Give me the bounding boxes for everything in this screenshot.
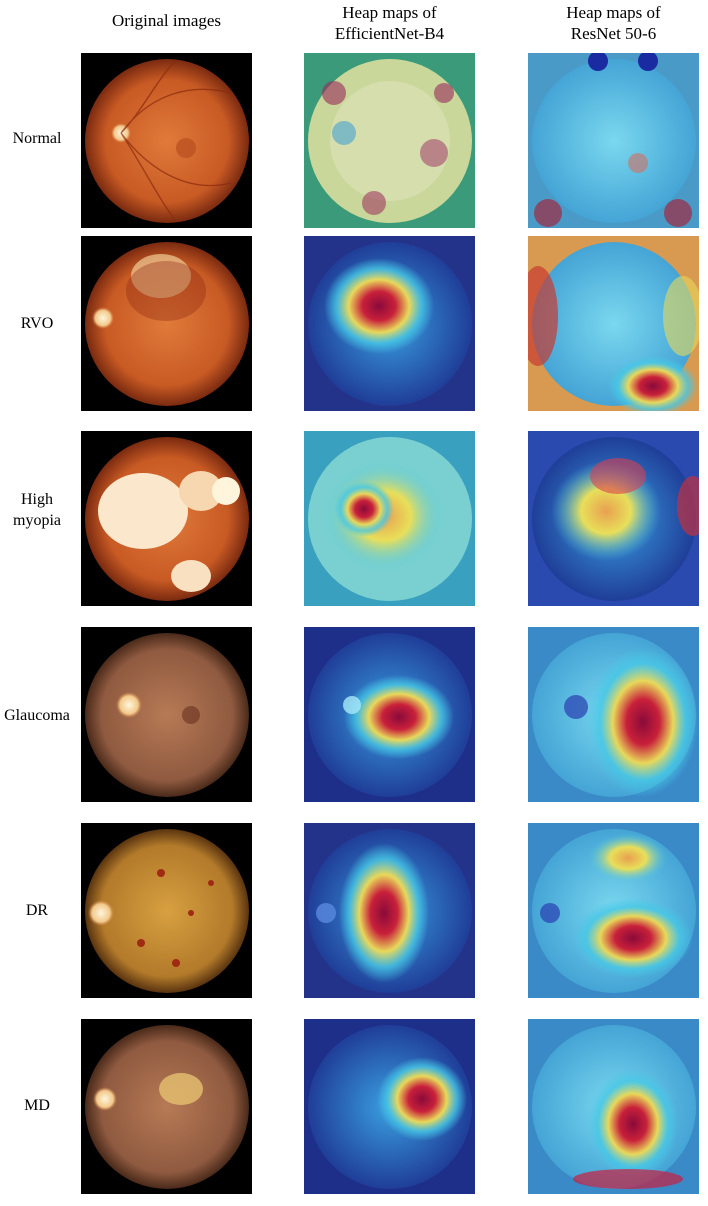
row-label-normal: Normal — [12, 130, 62, 147]
heatmap-resnet-glaucoma — [528, 627, 699, 802]
row-label-glaucoma: Glaucoma — [4, 707, 70, 724]
heatmap-efficientnet-md — [304, 1019, 475, 1194]
row-label-high-myopia-line1: High — [21, 491, 53, 508]
heatmap-efficientnet-rvo — [304, 236, 475, 411]
header-efficientnet: Heap maps of EfficientNet-B4 — [294, 2, 485, 44]
original-image-rvo — [81, 236, 252, 411]
header-efficientnet-line1: Heap maps of — [342, 3, 437, 22]
original-image-high-myopia — [81, 431, 252, 606]
heatmap-resnet-normal — [528, 53, 699, 228]
header-resnet: Heap maps of ResNet 50-6 — [518, 2, 708, 44]
header-resnet-line2: ResNet 50-6 — [570, 24, 657, 43]
heatmap-resnet-dr — [528, 823, 699, 998]
heatmap-efficientnet-high-myopia — [304, 431, 475, 606]
header-resnet-line1: Heap maps of — [566, 3, 661, 22]
heatmap-efficientnet-glaucoma — [304, 627, 475, 802]
heatmap-efficientnet-normal — [304, 53, 475, 228]
original-image-dr — [81, 823, 252, 998]
header-efficientnet-line2: EfficientNet-B4 — [334, 24, 445, 43]
heatmap-efficientnet-dr — [304, 823, 475, 998]
row-label-rvo: RVO — [20, 315, 54, 332]
row-label-high-myopia: High myopia — [0, 489, 74, 531]
original-image-normal — [81, 53, 252, 228]
row-label-dr: DR — [25, 902, 49, 919]
row-label-md: MD — [24, 1097, 50, 1114]
heatmap-resnet-rvo — [528, 236, 699, 411]
heatmap-resnet-md — [528, 1019, 699, 1194]
header-original-images: Original images — [111, 11, 222, 30]
original-image-glaucoma — [81, 627, 252, 802]
original-image-md — [81, 1019, 252, 1194]
heatmap-resnet-high-myopia — [528, 431, 699, 606]
row-label-high-myopia-line2: myopia — [13, 512, 61, 529]
